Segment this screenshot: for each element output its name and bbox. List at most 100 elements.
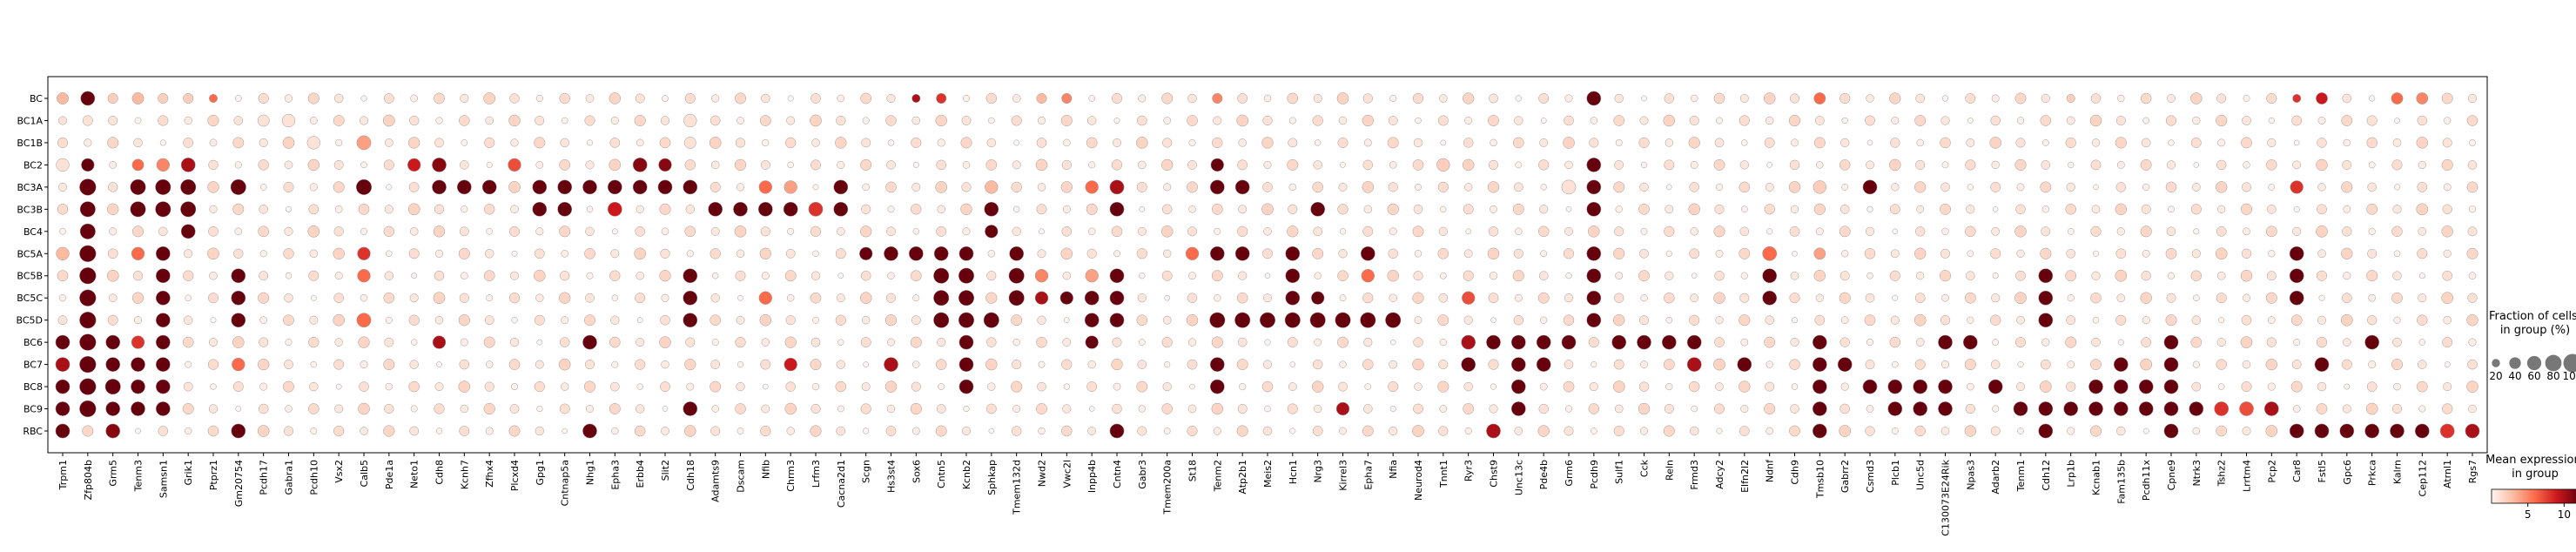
dot-BC5B-Inpp4b: [1086, 269, 1099, 282]
dot-BC6-Plcxd4: [510, 338, 519, 347]
dot-BC9-Tshz2: [2215, 401, 2229, 415]
dot-BC4-Kcnh7: [460, 227, 468, 236]
dot-BC5C-Ntrk3: [2193, 295, 2199, 301]
dot-BC3B-Gpg1: [533, 202, 547, 216]
dot-BC4-Cdh18: [685, 226, 696, 237]
gene-label: Tmsb10: [1814, 460, 1826, 499]
dot-BC6-Cdh9: [1791, 338, 1799, 347]
dot-BC6-Gabra1: [286, 339, 292, 345]
dot-BC-Kcnh7: [461, 94, 469, 103]
dot-BC8-Kcnab1: [2088, 380, 2102, 394]
dot-BC3B-Unc5d: [1917, 205, 1924, 212]
dot-BC-Tenm3: [132, 92, 144, 104]
dot-BC4-Epha7: [1363, 226, 1373, 236]
dot-BC9-Tenm1: [2014, 401, 2028, 415]
dot-BC6-Gpg1: [537, 340, 542, 345]
dot-BC3B-Gm20754: [233, 204, 245, 215]
dot-RBC-Sphkap: [989, 428, 994, 434]
dot-BC8-Adcy2: [1715, 383, 1723, 391]
dot-BC9-Cacna2d1: [837, 406, 844, 412]
dot-BC5A-Atp2b1: [1235, 246, 1249, 260]
dot-BC9-Lrp1b: [2064, 401, 2078, 415]
dot-BC1A-Vwc2l: [1061, 115, 1073, 126]
dot-BC1A-Csmd3: [1865, 116, 1874, 125]
dot-BC4-Sphkap: [985, 225, 998, 238]
dot-BC6-Unc13c: [1511, 335, 1525, 349]
gene-label: Dscam: [736, 460, 747, 493]
dot-BC4-Hs3st4: [886, 227, 895, 236]
dot-BC9-Car8: [2293, 405, 2300, 412]
dot-BC6-Csmd3: [1866, 339, 1873, 346]
dot-BC1B-Kalrn: [2393, 138, 2401, 146]
dot-RBC-Hs3st4: [886, 426, 896, 435]
dot-BC7-Tnnt1: [1439, 360, 1448, 368]
dot-BC3B-Ryr3: [1463, 205, 1473, 214]
dot-BC9-Fstl5: [2317, 403, 2327, 414]
dot-BC-Pcdh11x: [2141, 93, 2151, 104]
gene-label: Trpm1: [57, 460, 69, 490]
dot-BC5C-Tenm3: [132, 293, 144, 304]
dot-BC7-Adarb2: [1991, 360, 2000, 369]
dot-BC-Neto1: [411, 95, 418, 102]
dot-RBC-Tenm2: [1214, 427, 1221, 435]
dot-BC3A-St18: [1187, 182, 1197, 192]
dot-RBC-Adamts9: [710, 427, 720, 436]
dot-BC3B-Cntnap5a: [558, 202, 572, 216]
dot-BC4-Nwd2: [1039, 229, 1044, 234]
dot-BC5A-Cntnap5a: [562, 250, 568, 257]
dot-RBC-Plcb1: [1892, 427, 1899, 434]
dot-BC2-Tmem200a: [1161, 159, 1173, 171]
dot-BC6-Frmd3: [1687, 335, 1701, 349]
dot-BC5B-Lrp1b: [2066, 271, 2076, 281]
dot-BC1B-Kcnb2: [961, 138, 972, 149]
dot-BC2-Hs3st4: [887, 160, 896, 169]
dot-BC8-Lrfm3: [812, 383, 819, 390]
dot-BC8-Cntnap5a: [561, 383, 568, 391]
dot-RBC-Epha3: [611, 427, 618, 434]
dot-BC7-Erbb4: [635, 360, 645, 370]
dot-BC3B-Tenm1: [2016, 205, 2026, 214]
dot-BC1A-Lrp1b: [2067, 117, 2075, 125]
dot-BC5A-Zfp804b: [79, 246, 96, 262]
dot-BC5B-Erbb4: [636, 272, 644, 279]
dot-BC5C-Ndnf: [1763, 291, 1777, 305]
dot-BC1A-Atrnl1: [2444, 118, 2451, 125]
dot-BC5D-Chrm3: [786, 315, 796, 325]
dot-BC1B-Tshz2: [2218, 139, 2225, 146]
dot-BC5A-Cck: [1639, 249, 1648, 258]
dot-BC7-Hcn1: [1290, 362, 1295, 367]
dot-BC6-Trpm1: [56, 335, 70, 349]
dot-BC3A-Inpp4b: [1086, 180, 1099, 193]
dot-BC1B-Npas3: [1967, 138, 1974, 146]
dot-BC4-Cacna2d1: [837, 227, 844, 235]
size-legend-label: 40: [2508, 370, 2521, 382]
dot-BC9-Dscam: [735, 403, 745, 414]
gene-label: Cdh12: [2041, 460, 2052, 491]
dot-BC3B-Nhg1: [587, 206, 593, 212]
dot-BC1B-Grm6: [1563, 137, 1574, 148]
dot-BC3A-Fstl5: [2318, 184, 2326, 192]
dot-BC2-Cntn5: [937, 160, 946, 170]
dot-BC6-Nhg1: [582, 335, 596, 349]
dot-BC2-Inpp4b: [1088, 162, 1094, 168]
dot-BC8-Sulf1: [1613, 380, 1624, 392]
dot-BC8-Sox6: [911, 382, 921, 392]
dot-BC1B-Fam135b: [2115, 138, 2127, 149]
dot-BC8-Cep112: [2417, 381, 2427, 392]
dot-BC5C-Pcdh11x: [2141, 293, 2152, 304]
row-label: BC5B: [17, 271, 43, 282]
dot-BC5D-Nhg1: [584, 314, 595, 325]
dot-BC6-Cntnap5a: [560, 338, 569, 347]
dot-BC3B-Tmem200a: [1162, 205, 1172, 214]
dot-BC9-Hcn1: [1288, 404, 1298, 414]
dot-BC3A-Cep112: [2418, 182, 2427, 192]
dot-BC1B-Cntn4: [1113, 138, 1120, 146]
dot-BC3B-Kalrn: [2393, 205, 2402, 214]
dot-BC7-Tenm3: [131, 357, 145, 371]
dot-BC3A-Cntn5: [936, 181, 947, 192]
gene-label: Kcnab1: [2091, 460, 2102, 495]
dot-BC5D-Inpp4b: [1085, 313, 1099, 327]
dot-BC5C-Samsn1: [156, 291, 170, 305]
dot-BC3B-Cep112: [2417, 204, 2428, 215]
gene-label: Epha7: [1362, 460, 1374, 490]
